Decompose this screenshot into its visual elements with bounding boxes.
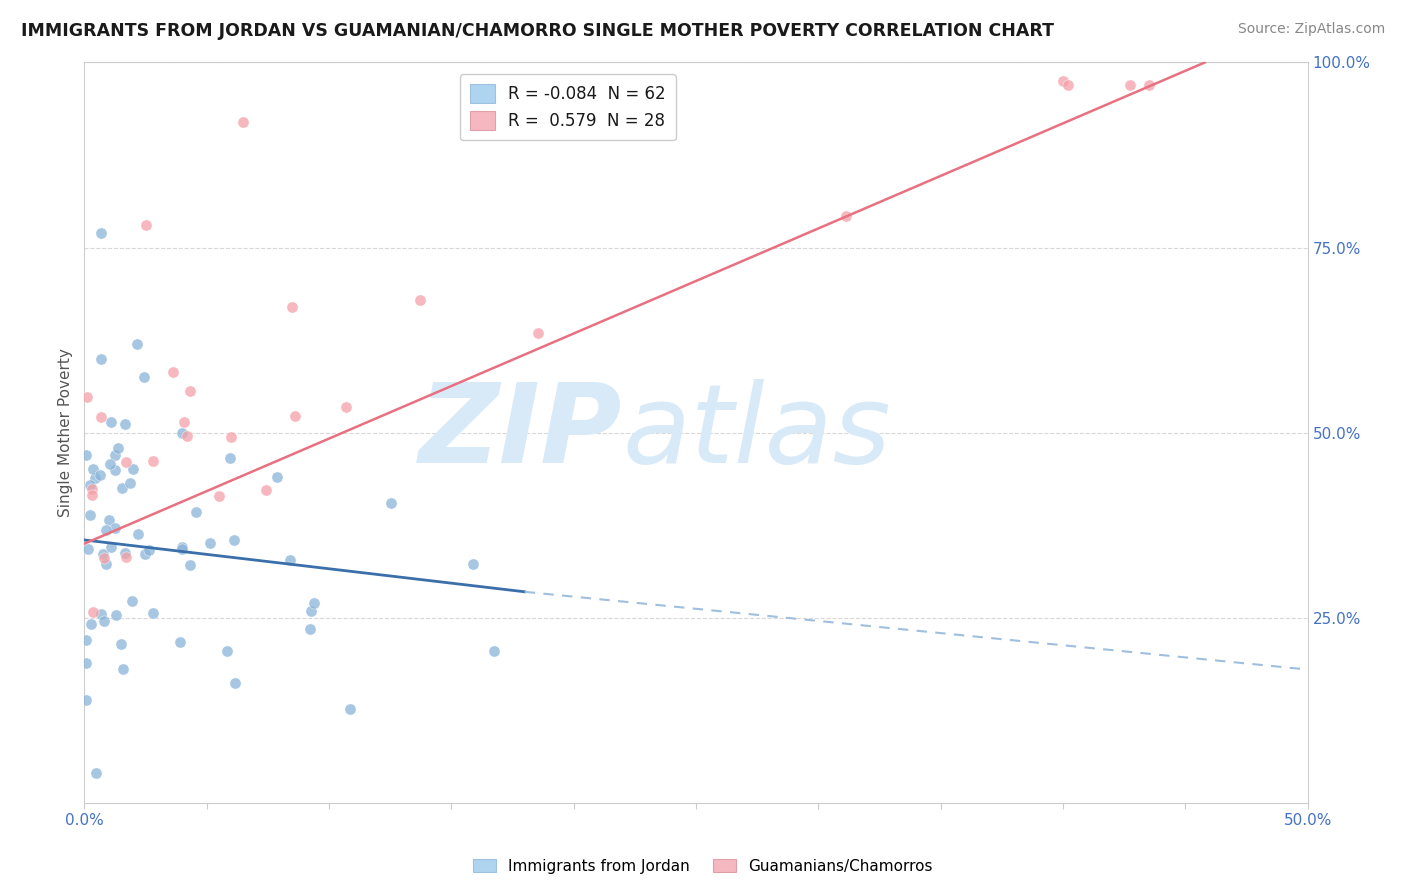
Point xyxy=(527,326,550,340)
Point xyxy=(115,454,138,468)
Point xyxy=(219,450,242,465)
Point xyxy=(409,293,432,307)
Point xyxy=(132,370,155,384)
Point xyxy=(138,542,160,557)
Point xyxy=(1052,74,1074,88)
Point xyxy=(111,662,134,676)
Point xyxy=(103,463,125,477)
Point xyxy=(75,448,97,462)
Point xyxy=(98,457,121,471)
Point xyxy=(1137,78,1160,92)
Point xyxy=(121,593,143,607)
Point xyxy=(83,471,105,485)
Point xyxy=(110,637,132,651)
Text: atlas: atlas xyxy=(623,379,891,486)
Point xyxy=(90,351,112,366)
Point xyxy=(172,540,194,554)
Point xyxy=(172,541,194,556)
Point xyxy=(281,300,304,314)
Point xyxy=(208,489,231,503)
Point xyxy=(215,643,238,657)
Point xyxy=(172,425,194,440)
Point xyxy=(1056,78,1078,92)
Point xyxy=(302,596,325,610)
Point xyxy=(219,430,242,444)
Point xyxy=(173,415,195,429)
Point xyxy=(82,462,104,476)
Point xyxy=(100,540,122,554)
Point xyxy=(76,390,98,404)
Point xyxy=(266,470,288,484)
Point xyxy=(198,536,221,550)
Point xyxy=(125,336,148,351)
Point xyxy=(176,428,198,442)
Point xyxy=(107,442,129,456)
Point xyxy=(162,365,184,379)
Point xyxy=(484,644,506,658)
Point xyxy=(82,605,104,619)
Point xyxy=(122,462,145,476)
Legend: R = -0.084  N = 62, R =  0.579  N = 28: R = -0.084 N = 62, R = 0.579 N = 28 xyxy=(460,74,676,140)
Point xyxy=(254,483,277,497)
Point xyxy=(135,219,157,233)
Point xyxy=(222,533,245,548)
Text: ZIP: ZIP xyxy=(419,379,623,486)
Text: Source: ZipAtlas.com: Source: ZipAtlas.com xyxy=(1237,22,1385,37)
Point xyxy=(80,488,103,502)
Point xyxy=(835,209,858,223)
Point xyxy=(169,635,191,649)
Point xyxy=(232,114,254,128)
Point xyxy=(91,547,114,561)
Point xyxy=(380,495,402,509)
Point xyxy=(339,701,361,715)
Point xyxy=(134,547,156,561)
Point xyxy=(284,409,307,423)
Point xyxy=(298,622,321,636)
Point xyxy=(120,475,142,490)
Point xyxy=(104,608,127,623)
Legend: Immigrants from Jordan, Guamanians/Chamorros: Immigrants from Jordan, Guamanians/Chamo… xyxy=(467,853,939,880)
Point xyxy=(111,481,134,495)
Text: IMMIGRANTS FROM JORDAN VS GUAMANIAN/CHAMORRO SINGLE MOTHER POVERTY CORRELATION C: IMMIGRANTS FROM JORDAN VS GUAMANIAN/CHAM… xyxy=(21,22,1054,40)
Point xyxy=(79,478,101,492)
Point xyxy=(114,417,136,432)
Point xyxy=(96,523,118,537)
Point xyxy=(179,558,201,572)
Y-axis label: Single Mother Poverty: Single Mother Poverty xyxy=(58,348,73,517)
Point xyxy=(79,508,101,522)
Point xyxy=(75,693,97,707)
Point xyxy=(80,616,103,631)
Point xyxy=(94,558,117,572)
Point xyxy=(90,607,112,622)
Point xyxy=(90,410,112,425)
Point xyxy=(224,676,246,690)
Point xyxy=(75,656,97,670)
Point xyxy=(75,632,97,647)
Point xyxy=(98,513,121,527)
Point xyxy=(90,226,112,240)
Point xyxy=(184,505,207,519)
Point xyxy=(461,557,484,571)
Point xyxy=(335,400,357,414)
Point xyxy=(127,527,149,541)
Point xyxy=(179,384,201,398)
Point xyxy=(104,448,127,462)
Point xyxy=(114,546,136,560)
Point xyxy=(1119,78,1142,92)
Point xyxy=(142,454,165,468)
Point xyxy=(82,483,104,497)
Point xyxy=(115,550,138,565)
Point xyxy=(76,542,98,557)
Point xyxy=(301,604,323,618)
Point xyxy=(100,415,122,429)
Point xyxy=(93,615,115,629)
Point xyxy=(93,551,115,566)
Point xyxy=(142,606,165,620)
Point xyxy=(104,521,127,535)
Point xyxy=(84,766,107,780)
Point xyxy=(89,467,111,482)
Point xyxy=(278,553,301,567)
